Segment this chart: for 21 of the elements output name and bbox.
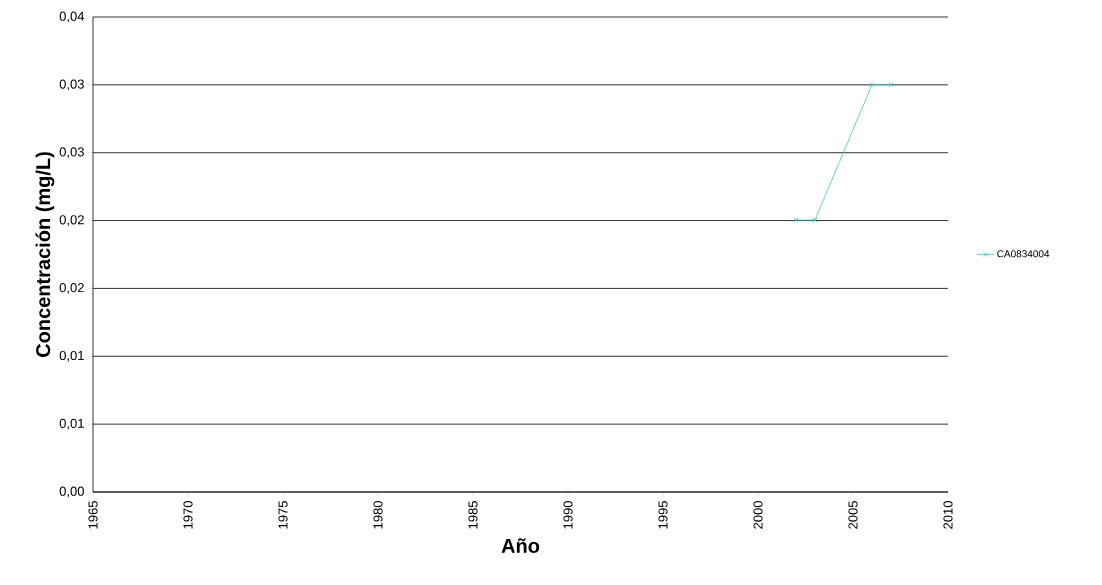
x-tick-label: 1990 [563,501,573,529]
x-tick-label: 2005 [848,501,858,529]
y-tick-label: 0,00 [59,486,84,498]
x-tick-label: 1980 [373,501,383,529]
y-axis-title: Concentración (mg/L) [35,152,55,358]
x-tick-label: 1965 [88,501,98,529]
y-tick-label: 0,03 [59,147,84,159]
y-tick-label: 0,02 [59,283,84,294]
y-tick-label: 0,01 [59,418,84,430]
x-tick-label: 1970 [183,501,193,529]
x-tick-label: 1985 [468,501,478,529]
y-tick-label: 0,02 [59,215,84,226]
x-tick-label: 2000 [753,501,763,529]
legend-label: CA0834004 [997,250,1050,258]
x-axis-title: Año [501,538,540,553]
x-tick-label: 1995 [658,501,668,529]
x-tick-label: 2010 [943,501,953,529]
y-tick-label: 0,03 [59,79,84,91]
y-tick-label: 0,04 [59,11,85,23]
x-tick-label: 1975 [278,501,288,529]
y-tick-label: 0,01 [59,350,84,362]
